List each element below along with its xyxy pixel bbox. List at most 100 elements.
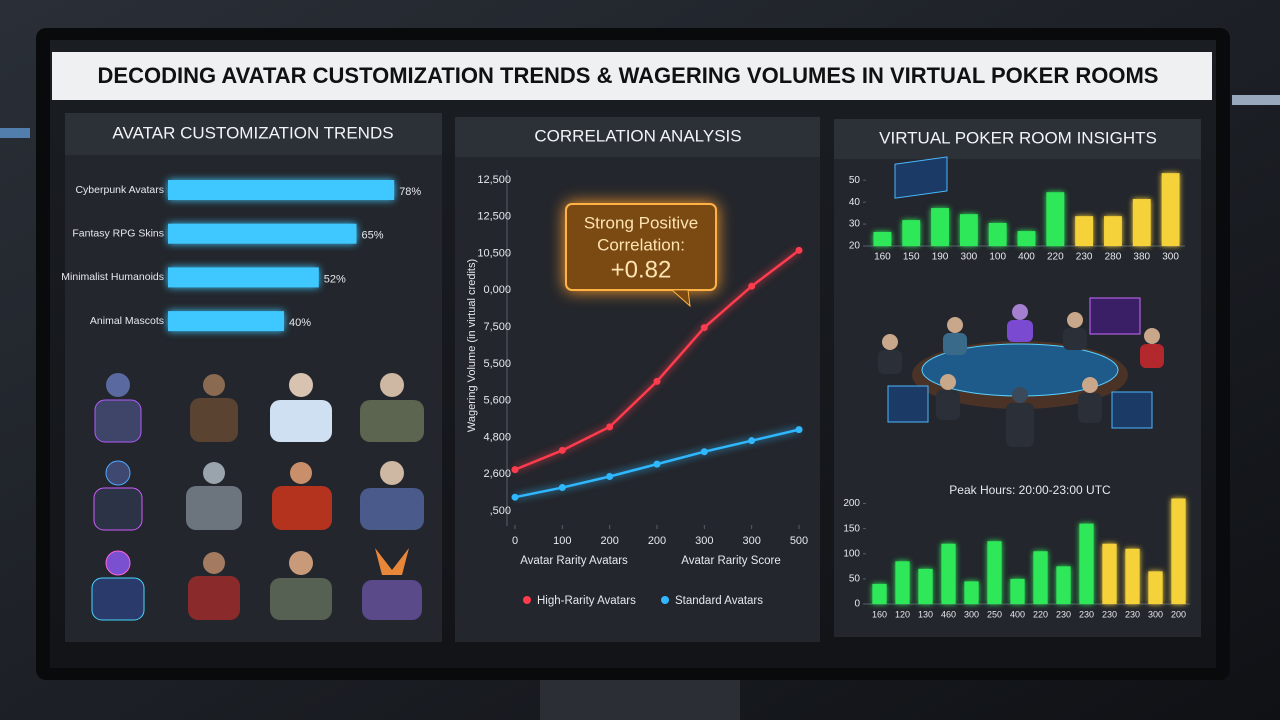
value-label: 78%	[399, 186, 421, 198]
annotation-text: Correlation:	[597, 235, 685, 254]
light	[0, 128, 30, 138]
point	[606, 473, 614, 481]
value-label: 65%	[362, 230, 384, 242]
bar	[1104, 216, 1122, 246]
bar	[987, 541, 1002, 604]
point	[558, 484, 566, 492]
chart-title: CORRELATION ANALYSIS	[534, 126, 741, 145]
bar	[941, 543, 956, 604]
y-tick-label: 12,500	[477, 211, 511, 223]
y-tick-label: 12,500	[477, 174, 511, 186]
x-tick-label: 460	[941, 609, 956, 619]
bar	[1033, 551, 1048, 604]
bar	[988, 222, 1007, 246]
panel-header	[834, 119, 1201, 159]
bar	[1148, 571, 1163, 604]
point	[748, 437, 756, 445]
x-tick-label: 230	[1125, 609, 1140, 619]
y-tick-label: 100	[843, 548, 860, 559]
y-tick-label: 5,600	[483, 395, 511, 407]
point	[700, 324, 708, 332]
bar	[168, 223, 357, 244]
point	[795, 246, 803, 254]
x-tick-label: 230	[1076, 252, 1093, 263]
x-tick-label: 380	[1133, 252, 1150, 263]
page-title: DECODING AVATAR CUSTOMIZATION TRENDS & W…	[98, 63, 1159, 88]
y-tick-label: 0,000	[483, 284, 511, 296]
bar	[168, 180, 395, 200]
x-tick-label: 300	[695, 535, 713, 547]
x-tick-label: 300	[1162, 252, 1179, 263]
chart-title: VIRTUAL POKER ROOM INSIGHTS	[879, 128, 1157, 147]
value-label: 40%	[289, 317, 311, 329]
y-tick-label: 150	[843, 523, 860, 534]
light	[1232, 95, 1280, 105]
bar	[1017, 231, 1036, 246]
legend-label: High-Rarity Avatars	[537, 595, 636, 607]
bar	[902, 220, 921, 246]
bar	[1056, 566, 1071, 604]
y-tick-label: 5,500	[483, 358, 511, 370]
bar	[168, 267, 319, 288]
legend-label: Standard Avatars	[675, 595, 763, 607]
point	[795, 426, 803, 434]
bar	[1075, 216, 1094, 246]
x-tick-label: 220	[1033, 609, 1048, 619]
x-tick-label: 250	[987, 609, 1002, 619]
panel-header	[65, 113, 442, 155]
bar	[1102, 543, 1117, 604]
y-tick-label: 10,500	[477, 247, 511, 259]
y-tick-label: ,500	[490, 505, 511, 517]
y-tick-label: 50	[849, 574, 861, 585]
y-tick-label: 20	[849, 241, 861, 252]
bar	[931, 208, 949, 246]
point	[606, 423, 614, 431]
legend-swatch	[661, 596, 669, 604]
x-tick-label: 190	[932, 252, 949, 263]
bar	[168, 311, 284, 332]
annotation-text: Strong Positive	[584, 213, 698, 232]
legend-swatch	[523, 596, 531, 604]
y-tick-label: 2,600	[483, 468, 511, 480]
x-tick-label: 200	[1171, 609, 1186, 619]
panel-header	[455, 117, 820, 157]
category-label: Cyberpunk Avatars	[75, 184, 164, 196]
x-tick-label: 120	[895, 609, 910, 619]
x-tick-label: 400	[1010, 609, 1025, 619]
x-tick-label: 200	[600, 535, 618, 547]
bar	[918, 568, 933, 604]
category-label: Fantasy RPG Skins	[72, 227, 164, 239]
x-tick-label: 300	[742, 535, 760, 547]
x-tick-label: 280	[1105, 252, 1122, 263]
x-tick-label: 150	[903, 252, 920, 263]
chart-title: AVATAR CUSTOMIZATION TRENDS	[112, 123, 393, 142]
y-tick-label: 7,500	[483, 321, 511, 333]
x-tick-label: 100	[989, 252, 1006, 263]
bar	[1010, 578, 1025, 604]
x-tick-label: 400	[1018, 252, 1035, 263]
bar	[964, 581, 979, 604]
avatar-grid	[91, 373, 424, 621]
bar	[1046, 192, 1065, 246]
point	[700, 448, 708, 456]
y-tick-label: 40	[849, 197, 861, 208]
bar	[1132, 199, 1151, 246]
x-tick-label: 160	[874, 252, 891, 263]
title-bar	[52, 52, 1212, 100]
point	[511, 493, 519, 501]
annotation-pointer	[670, 289, 691, 308]
x-tick-label: 500	[790, 535, 808, 547]
point	[511, 466, 519, 474]
y-tick-label: 30	[849, 219, 861, 230]
y-tick-label: 0	[854, 599, 860, 610]
x-tick-label: 230	[1102, 609, 1117, 619]
x-tick-label: 100	[553, 535, 571, 547]
x-tick-label: 200	[648, 535, 666, 547]
category-label: Minimalist Humanoids	[61, 271, 164, 283]
y-tick-label: 200	[843, 498, 860, 509]
x-tick-label: 300	[961, 252, 978, 263]
annotation-text: +0.82	[611, 256, 672, 283]
poker-room-illustration	[878, 156, 1164, 447]
point	[558, 446, 566, 454]
